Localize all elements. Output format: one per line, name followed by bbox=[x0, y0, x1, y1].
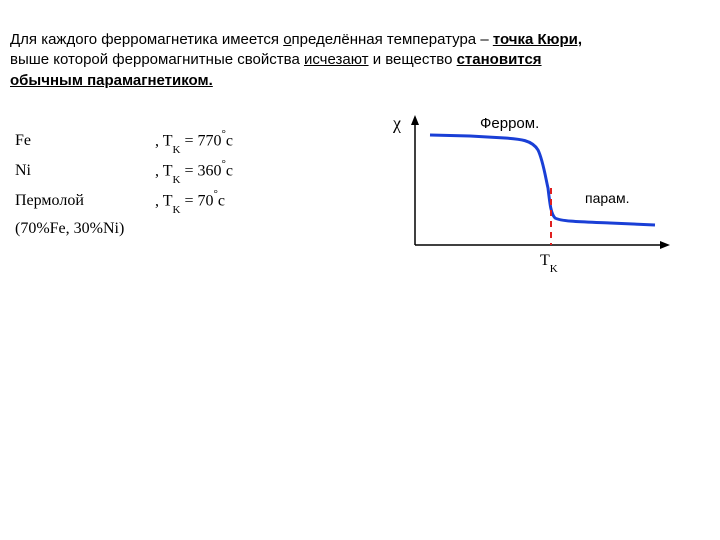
table-row: Ni , TK = 360°c bbox=[15, 160, 233, 190]
material-name: Пермолой bbox=[15, 192, 155, 210]
intro-text: и вещество bbox=[369, 51, 457, 68]
table-row: (70%Fe, 30%Ni) bbox=[15, 220, 233, 250]
intro-text: становится bbox=[457, 51, 542, 68]
material-name: Fe bbox=[15, 132, 155, 150]
material-name: Ni bbox=[15, 162, 155, 180]
x-axis-label: TK bbox=[540, 252, 558, 272]
tk-value: , TK = 360°c bbox=[155, 160, 233, 183]
intro-text: исчезают bbox=[304, 51, 369, 68]
tk-value: , TK = 770°c bbox=[155, 130, 233, 153]
material-name: (70%Fe, 30%Ni) bbox=[15, 220, 124, 238]
table-row: Fe , TK = 770°c bbox=[15, 130, 233, 160]
param-label: парам. bbox=[585, 190, 629, 206]
materials-table: Fe , TK = 770°c Ni , TK = 360°c Пермолой… bbox=[15, 130, 233, 250]
intro-paragraph: Для каждого ферромагнетика имеется опред… bbox=[10, 30, 710, 91]
intro-text: пределённая температура – bbox=[292, 31, 493, 48]
y-axis-label: χ bbox=[393, 113, 401, 134]
intro-text: обычным парамагнетиком. bbox=[10, 72, 213, 89]
tk-value: , TK = 70°c bbox=[155, 190, 225, 213]
ferro-label: Ферром. bbox=[480, 115, 539, 132]
intro-text: выше которой ферромагнитные свойства bbox=[10, 51, 304, 68]
table-row: Пермолой , TK = 70°c bbox=[15, 190, 233, 220]
intro-text: Для каждого ферромагнетика имеется bbox=[10, 31, 283, 48]
curie-point: точка Кюри, bbox=[493, 31, 582, 48]
susceptibility-chart: χ Ферром. парам. TK bbox=[380, 110, 700, 300]
susceptibility-curve bbox=[430, 135, 655, 225]
intro-text: о bbox=[283, 31, 291, 48]
